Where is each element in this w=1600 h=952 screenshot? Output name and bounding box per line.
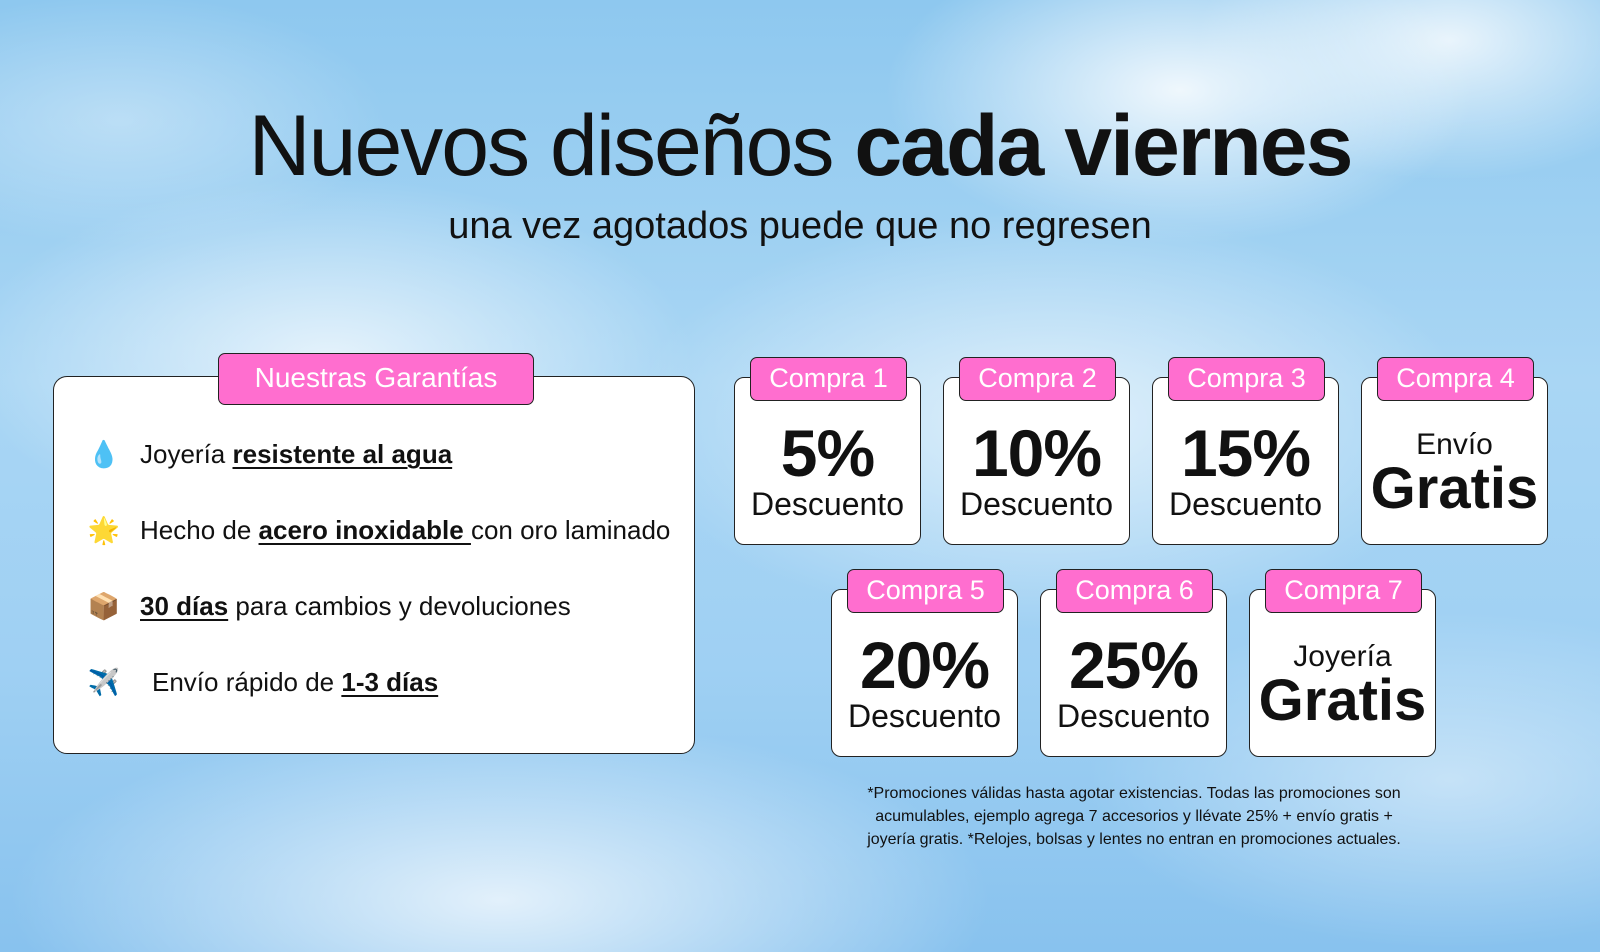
guarantee-item: ✈️ Envío rápido de 1-3 días <box>80 665 438 699</box>
guarantee-text-after: para cambios y devoluciones <box>228 591 571 621</box>
title-bold: cada viernes <box>854 98 1353 194</box>
promo-caption: Joyería <box>1293 640 1392 673</box>
promo-card-3: Compra 3 15% Descuento <box>1152 357 1339 545</box>
promo-card-2: Compra 2 10% Descuento <box>943 357 1130 545</box>
promo-caption: Descuento <box>960 486 1113 522</box>
promo-value: Gratis <box>1370 456 1539 521</box>
footnote-line: acumulables, ejemplo agrega 7 accesorios… <box>875 808 1393 825</box>
water-drop-icon: 💧 <box>87 439 121 469</box>
guarantee-text-after: con oro laminado <box>470 515 671 545</box>
page-title: Nuevos diseños cada viernes <box>0 98 1600 194</box>
guarantee-item: 📦 30 días para cambios y devoluciones <box>80 589 571 623</box>
promo-value: 20% <box>859 628 990 702</box>
promo-caption: Descuento <box>848 698 1001 734</box>
promo-caption: Descuento <box>1057 698 1210 734</box>
promo-label: Compra 5 <box>847 569 1004 613</box>
promo-label: Compra 1 <box>750 357 907 401</box>
promo-value: 25% <box>1068 628 1199 702</box>
guarantees-panel: Nuestras Garantías 💧 Joyería resistente … <box>53 353 695 754</box>
guarantees-heading: Nuestras Garantías <box>218 353 534 405</box>
footnote-line: joyería gratis. *Relojes, bolsas y lente… <box>867 831 1401 848</box>
promo-value: 5% <box>780 416 875 490</box>
page-subtitle: una vez agotados puede que no regresen <box>448 205 1152 247</box>
airplane-icon: ✈️ <box>87 667 121 697</box>
guarantee-text-before: Joyería <box>140 439 233 469</box>
promo-footnote: *Promociones válidas hasta agotar existe… <box>828 782 1440 851</box>
promo-card-7: Compra 7 Joyería Gratis <box>1249 569 1436 757</box>
promo-caption: Descuento <box>1169 486 1322 522</box>
star-icon: 🌟 <box>87 515 121 545</box>
promo-value: 10% <box>971 416 1102 490</box>
title-regular: Nuevos diseños <box>248 98 855 194</box>
footnote-line: *Promociones válidas hasta agotar existe… <box>867 785 1401 802</box>
promo-label: Compra 7 <box>1265 569 1422 613</box>
promo-value: Gratis <box>1258 668 1427 733</box>
promo-caption: Envío <box>1416 428 1493 461</box>
guarantee-text-bold: 30 días <box>140 591 229 621</box>
guarantee-item: 💧 Joyería resistente al agua <box>80 437 452 471</box>
promo-card-1: Compra 1 5% Descuento <box>734 357 921 545</box>
promo-card-5: Compra 5 20% Descuento <box>831 569 1018 757</box>
package-icon: 📦 <box>87 591 121 621</box>
guarantee-text-before: Hecho de <box>140 515 259 545</box>
promo-card-6: Compra 6 25% Descuento <box>1040 569 1227 757</box>
guarantee-text-bold: resistente al agua <box>232 439 453 469</box>
promo-label: Compra 2 <box>959 357 1116 401</box>
guarantee-text-before: Envío rápido de <box>152 667 342 697</box>
promo-value: 15% <box>1180 416 1311 490</box>
promo-label: Compra 3 <box>1168 357 1325 401</box>
guarantee-item: 🌟 Hecho de acero inoxidable con oro lami… <box>80 513 671 547</box>
promo-caption: Descuento <box>751 486 904 522</box>
promo-label: Compra 4 <box>1377 357 1534 401</box>
guarantee-text-bold: acero inoxidable <box>258 515 471 545</box>
promo-card-4: Compra 4 Envío Gratis <box>1361 357 1548 545</box>
promo-label: Compra 6 <box>1056 569 1213 613</box>
guarantee-text-bold: 1-3 días <box>341 667 439 697</box>
